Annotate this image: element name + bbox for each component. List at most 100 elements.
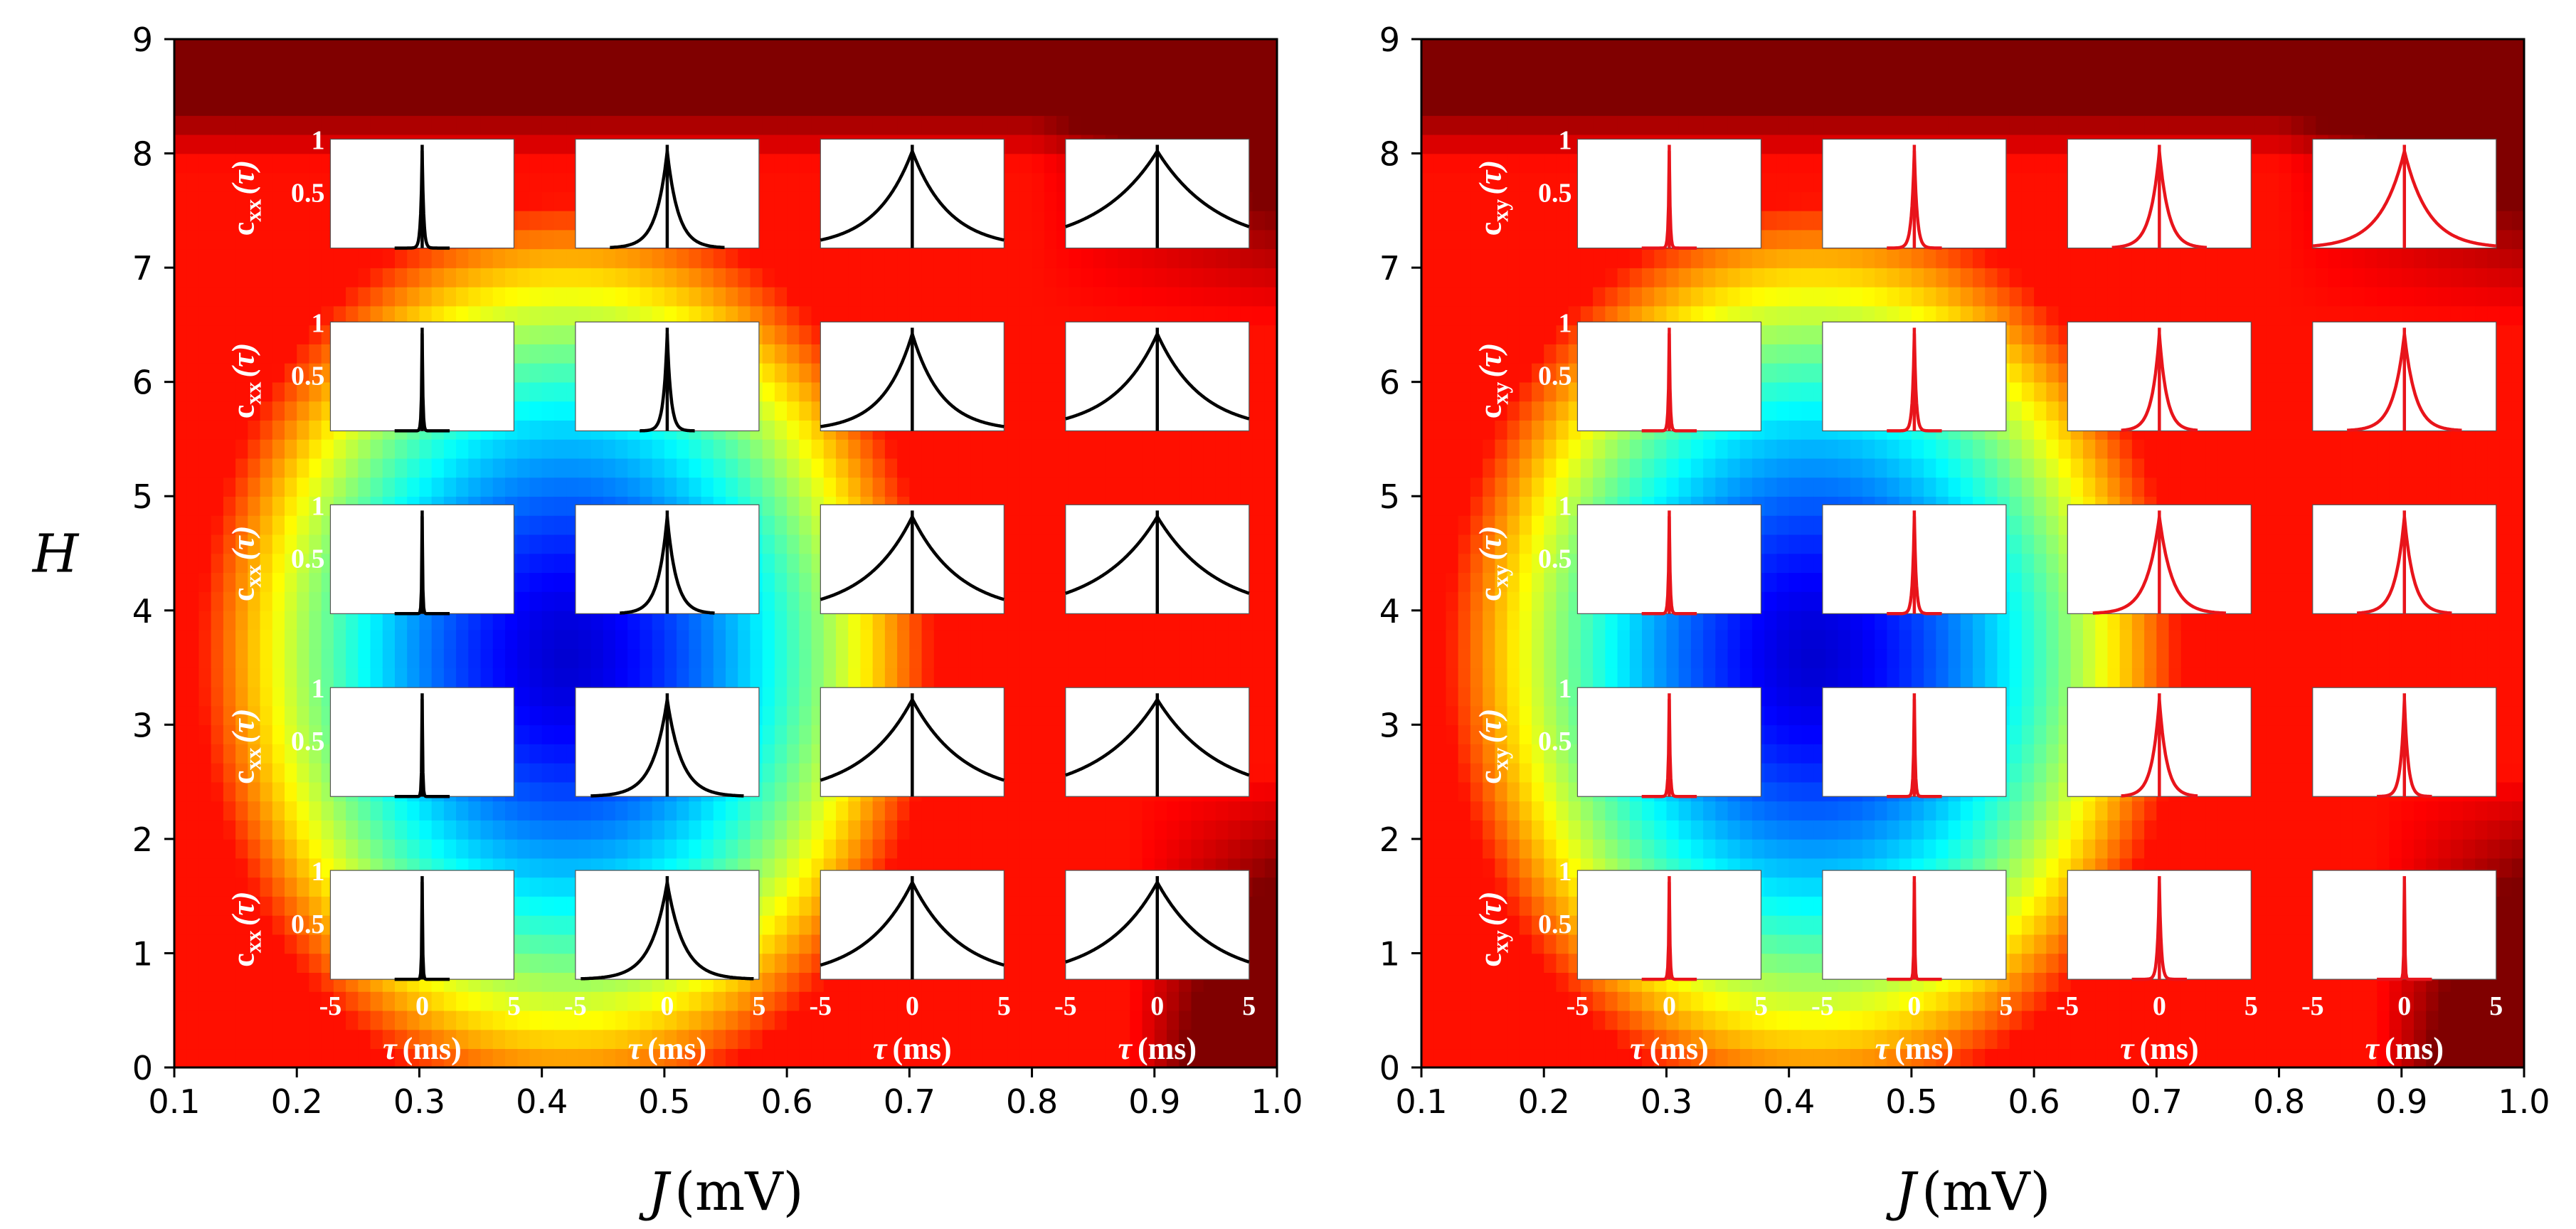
- heatmap-cell: [860, 801, 874, 821]
- heatmap-cell: [1191, 668, 1204, 687]
- heatmap-cell: [198, 972, 212, 992]
- heatmap-cell: [1105, 268, 1118, 288]
- heatmap-cell: [701, 477, 714, 497]
- heatmap-cell: [860, 648, 874, 668]
- heatmap-cell: [1215, 1010, 1229, 1030]
- heatmap-cell: [517, 286, 531, 307]
- heatmap-cell: [982, 248, 996, 268]
- heatmap-cell: [1032, 914, 1045, 935]
- heatmap-cell: [517, 96, 531, 116]
- heatmap-cell: [689, 838, 702, 859]
- heatmap-cell: [235, 172, 249, 192]
- heatmap-cell: [689, 58, 702, 78]
- heatmap-cell: [848, 1010, 862, 1030]
- heatmap-cell: [1252, 77, 1266, 97]
- heatmap-cell: [529, 877, 543, 897]
- heatmap-cell: [958, 477, 972, 497]
- heatmap-cell: [799, 820, 812, 840]
- heatmap-cell: [652, 77, 665, 97]
- heatmap-cell: [272, 248, 285, 268]
- heatmap-cell: [346, 438, 359, 459]
- heatmap-cell: [1240, 115, 1253, 135]
- heatmap-cell: [517, 305, 531, 326]
- heatmap-cell: [774, 801, 788, 821]
- heatmap-cell: [456, 801, 470, 821]
- heatmap-cell: [285, 172, 298, 192]
- heatmap-cell: [198, 305, 212, 326]
- heatmap-cell: [1019, 991, 1033, 1011]
- heatmap-cell: [713, 838, 726, 859]
- heatmap-cell: [1179, 820, 1192, 840]
- heatmap-cell: [1032, 362, 1045, 383]
- heatmap-cell: [260, 381, 273, 402]
- heatmap-cell: [285, 648, 298, 668]
- heatmap-cell: [198, 762, 212, 783]
- heatmap-cell: [456, 838, 470, 859]
- heatmap-cell: [419, 820, 433, 840]
- heatmap-cell: [333, 629, 346, 650]
- heatmap-cell: [407, 77, 420, 97]
- heatmap-cell: [750, 477, 763, 497]
- heatmap-cell: [395, 801, 408, 821]
- heatmap-cell: [517, 210, 531, 231]
- heatmap-cell: [553, 477, 567, 497]
- heatmap-cell: [272, 58, 285, 78]
- heatmap-cell: [787, 210, 800, 231]
- heatmap-cell: [1264, 591, 1278, 611]
- heatmap-cell: [897, 801, 911, 821]
- heatmap-cell: [590, 1010, 604, 1030]
- heatmap-cell: [897, 648, 911, 668]
- heatmap-cell: [1044, 153, 1057, 174]
- heatmap-cell: [223, 820, 236, 840]
- heatmap-cell: [590, 668, 604, 687]
- heatmap-cell: [174, 172, 188, 192]
- heatmap-cell: [407, 305, 420, 326]
- heatmap-cell: [701, 629, 714, 650]
- heatmap-cell: [1252, 744, 1266, 764]
- heatmap-cell: [799, 496, 812, 516]
- heatmap-cell: [272, 229, 285, 250]
- heatmap-cell: [1215, 268, 1229, 288]
- heatmap-cell: [198, 153, 212, 174]
- heatmap-cell: [174, 553, 188, 574]
- y-tick-label: 6: [132, 364, 153, 402]
- heatmap-cell: [689, 991, 702, 1011]
- heatmap-cell: [529, 362, 543, 383]
- heatmap-cell: [174, 1029, 188, 1050]
- heatmap-cell: [921, 629, 935, 650]
- heatmap-cell: [297, 934, 310, 954]
- heatmap-cell: [652, 1029, 665, 1050]
- heatmap-cell: [982, 1048, 996, 1068]
- heatmap-cell: [689, 1010, 702, 1030]
- heatmap-cell: [553, 115, 567, 135]
- heatmap-cell: [370, 801, 383, 821]
- heatmap-cell: [1252, 591, 1266, 611]
- heatmap-cell: [811, 1048, 825, 1068]
- heatmap-cell: [198, 96, 212, 116]
- heatmap-cell: [309, 591, 322, 611]
- heatmap-cell: [1264, 629, 1278, 650]
- heatmap-cell: [211, 610, 224, 631]
- heatmap-cell: [726, 838, 739, 859]
- heatmap-cell: [260, 534, 273, 554]
- heatmap-cell: [285, 344, 298, 364]
- heatmap-cell: [1252, 820, 1266, 840]
- heatmap-cell: [297, 420, 310, 440]
- heatmap-cell: [480, 648, 494, 668]
- heatmap-cell: [174, 58, 188, 78]
- heatmap-cell: [297, 362, 310, 383]
- heatmap-cell: [1228, 458, 1241, 478]
- heatmap-cell: [762, 781, 775, 802]
- heatmap-cell: [285, 877, 298, 897]
- heatmap-cell: [443, 838, 457, 859]
- heatmap-cell: [590, 629, 604, 650]
- heatmap-cell: [590, 1029, 604, 1050]
- heatmap-cell: [799, 610, 812, 631]
- heatmap-cell: [358, 648, 371, 668]
- heatmap-cell: [590, 39, 604, 59]
- heatmap-cell: [541, 96, 555, 116]
- heatmap-cell: [517, 953, 531, 973]
- heatmap-cell: [897, 96, 911, 116]
- heatmap-cell: [211, 705, 224, 726]
- heatmap-cell: [664, 801, 677, 821]
